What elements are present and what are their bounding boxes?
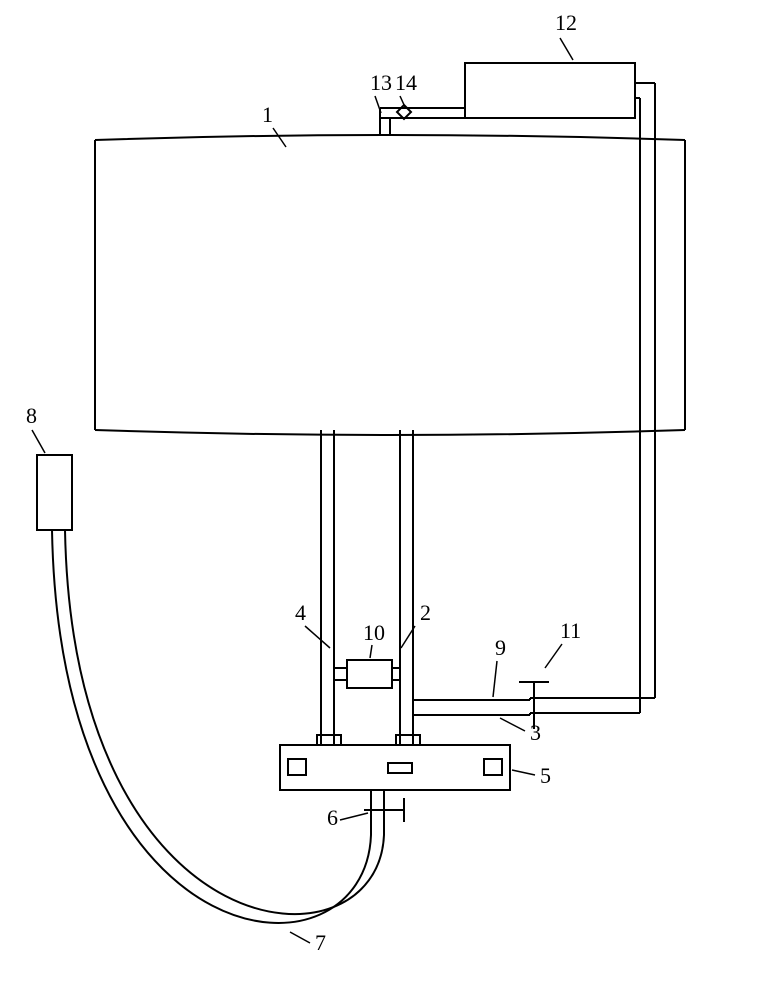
label-9: 9: [495, 635, 506, 660]
label-11: 11: [560, 618, 581, 643]
label-12: 12: [555, 10, 577, 35]
label-5: 5: [540, 763, 551, 788]
label-7: 7: [315, 930, 326, 955]
label-1: 1: [262, 102, 273, 127]
label-2: 2: [420, 600, 431, 625]
label-6: 6: [327, 805, 338, 830]
label-10: 10: [363, 620, 385, 645]
label-14: 14: [395, 70, 417, 95]
label-3: 3: [530, 720, 541, 745]
label-13: 13: [370, 70, 392, 95]
schematic-diagram: 1234567891011121314: [0, 0, 766, 1000]
label-4: 4: [295, 600, 306, 625]
label-8: 8: [26, 403, 37, 428]
